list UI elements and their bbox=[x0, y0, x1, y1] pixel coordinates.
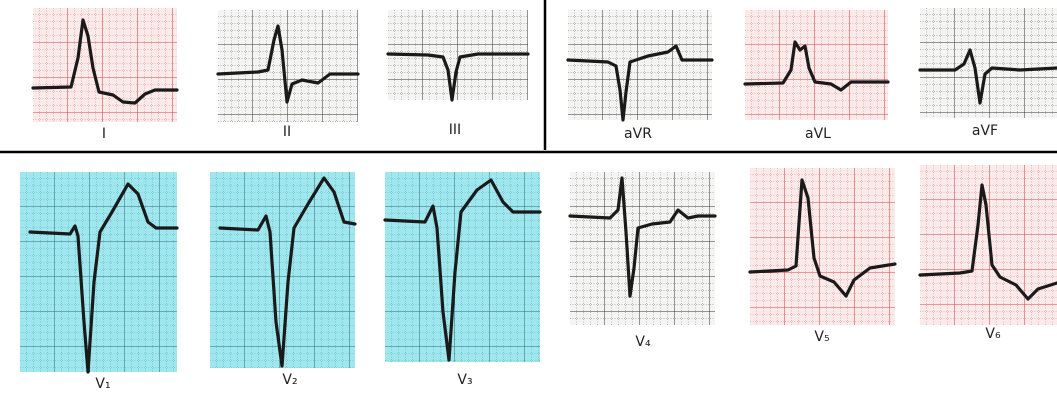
lead-label: II bbox=[283, 124, 291, 140]
lead-panel bbox=[920, 8, 1057, 118]
lead-label: V₃ bbox=[457, 372, 472, 388]
lead-panel bbox=[570, 172, 715, 325]
lead-label: V₄ bbox=[635, 334, 651, 350]
lead-panel bbox=[745, 10, 888, 120]
lead-label: V₂ bbox=[282, 372, 297, 388]
page: I II III aVR aVL aVF V₁ V₂ V₃ V₄ V₅ V₆ (… bbox=[0, 0, 1057, 396]
lead-label: V₆ bbox=[985, 326, 1001, 342]
lead-panel bbox=[210, 172, 355, 368]
lead-panel bbox=[33, 8, 177, 122]
lead-panel bbox=[568, 10, 712, 120]
lead-panel bbox=[388, 10, 528, 100]
lead-panel bbox=[920, 165, 1057, 325]
lead-panel bbox=[750, 168, 895, 325]
lead-label: V₅ bbox=[814, 329, 829, 345]
lead-panel bbox=[385, 172, 540, 362]
lead-panel bbox=[218, 10, 358, 122]
lead-label: aVF bbox=[972, 123, 998, 139]
lead-label: III bbox=[449, 122, 461, 138]
lead-panel bbox=[20, 172, 177, 372]
ecg-figure: I II III aVR aVL aVF V₁ V₂ V₃ V₄ V₅ V₆ bbox=[0, 0, 1057, 396]
lead-label: V₁ bbox=[95, 376, 110, 392]
lead-label: aVR bbox=[624, 126, 652, 142]
lead-label: aVL bbox=[805, 126, 831, 142]
lead-label: I bbox=[102, 126, 106, 142]
